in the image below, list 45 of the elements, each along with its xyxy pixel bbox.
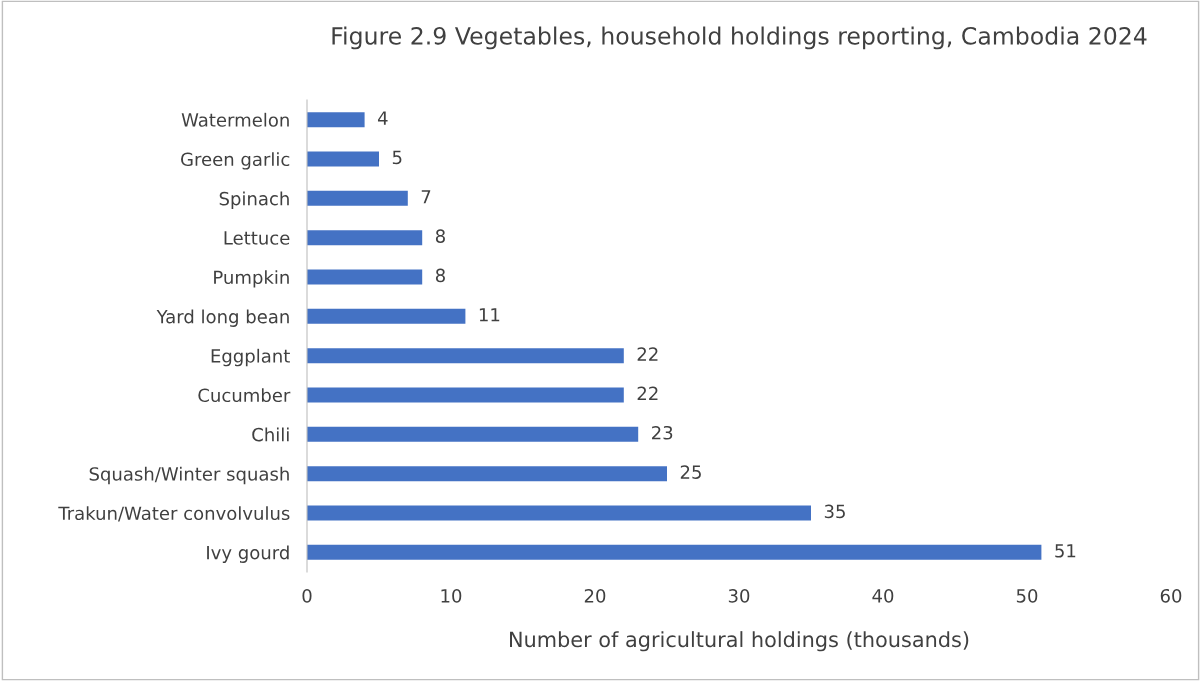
data-label: 22 xyxy=(637,386,658,400)
x-axis-title: Number of agricultural holdings (thousands) xyxy=(510,631,969,652)
x-tick-label: 10 xyxy=(441,588,462,603)
bar xyxy=(307,544,1042,560)
x-tick-label: 40 xyxy=(872,588,894,603)
bar xyxy=(307,426,639,442)
data-label: 35 xyxy=(824,504,845,519)
data-label: 22 xyxy=(637,347,658,361)
chart-title: Figure 2.9 Vegetables, household holdings reporting, Cambodia 2024 xyxy=(332,26,1147,50)
bar xyxy=(307,151,379,167)
data-label: 23 xyxy=(652,425,673,440)
data-label: 25 xyxy=(680,465,701,479)
bar xyxy=(307,190,408,206)
x-tick-label: 50 xyxy=(1016,588,1038,603)
data-label: 11 xyxy=(479,308,500,322)
bar xyxy=(307,230,423,246)
y-tick-label: Trakun/Water convolvulus xyxy=(58,506,290,522)
bar xyxy=(307,269,423,285)
bar xyxy=(307,112,365,128)
y-tick-label: Lettuce xyxy=(224,231,290,245)
y-tick-label: Spinach xyxy=(219,191,289,209)
y-tick-label: Chili xyxy=(252,427,289,442)
y-tick-label: Cucumber xyxy=(198,388,291,403)
data-label: 8 xyxy=(435,229,445,243)
y-tick-label: Green garlic xyxy=(181,152,290,170)
y-tick-label: Watermelon xyxy=(181,112,289,127)
y-tick-label: Pumpkin xyxy=(214,270,289,288)
x-tick-label: 20 xyxy=(584,588,606,603)
bar xyxy=(307,348,624,364)
bar xyxy=(307,505,811,521)
y-tick-label: Ivy gourd xyxy=(207,545,289,563)
data-label: 7 xyxy=(421,190,431,204)
bar xyxy=(307,466,667,482)
data-label: 5 xyxy=(392,150,402,165)
data-label: 51 xyxy=(1055,544,1076,558)
data-label: 8 xyxy=(435,268,445,283)
bar xyxy=(307,387,624,403)
x-tick-label: 0 xyxy=(302,588,312,603)
bar xyxy=(307,308,466,324)
x-tick-label: 30 xyxy=(728,588,750,603)
x-tick-label: 60 xyxy=(1160,588,1182,603)
data-label: 4 xyxy=(377,111,388,125)
y-tick-label: Eggplant xyxy=(211,348,290,367)
y-tick-label: Yard long bean xyxy=(156,309,289,327)
y-tick-label: Squash/Winter squash xyxy=(89,466,289,485)
